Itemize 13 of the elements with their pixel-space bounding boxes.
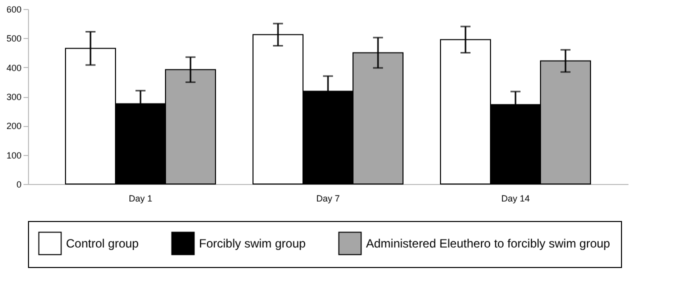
y-tick-label: 200 <box>6 121 22 132</box>
x-tick-label: Day 7 <box>316 194 340 204</box>
y-tick-label: 100 <box>6 150 22 160</box>
y-tick-label: 400 <box>6 62 22 73</box>
x-tick-label: Day 14 <box>501 194 530 204</box>
legend-label: Forcibly swim group <box>199 236 306 250</box>
legend-label: Control group <box>66 236 140 250</box>
y-tick-label: 500 <box>6 34 22 44</box>
y-tick-label: 0 <box>16 180 22 190</box>
x-tick-label: Day 1 <box>128 194 152 204</box>
y-tick-label: 300 <box>6 92 22 102</box>
y-tick-label: 600 <box>6 4 22 14</box>
legend-label: Administered Eleuthero to forcibly swim group <box>366 236 610 250</box>
